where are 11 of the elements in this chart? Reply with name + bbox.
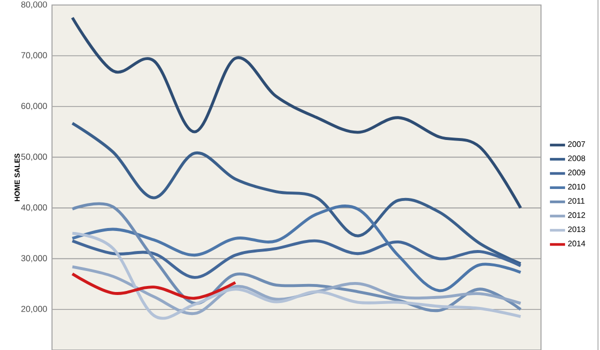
y-tick-label: 20,000 <box>21 306 47 313</box>
line-series <box>70 16 522 210</box>
line-series <box>70 272 237 300</box>
y-tick-label: 40,000 <box>21 204 47 212</box>
y-tick-label: 30,000 <box>21 255 47 262</box>
y-tick-label: 60,000 <box>21 102 47 110</box>
y-tick-label: 80,000 <box>21 1 47 9</box>
line-series <box>70 239 522 279</box>
y-tick-label: 70,000 <box>21 52 47 60</box>
line-series <box>70 122 522 266</box>
y-tick-label: 50,000 <box>21 154 47 161</box>
